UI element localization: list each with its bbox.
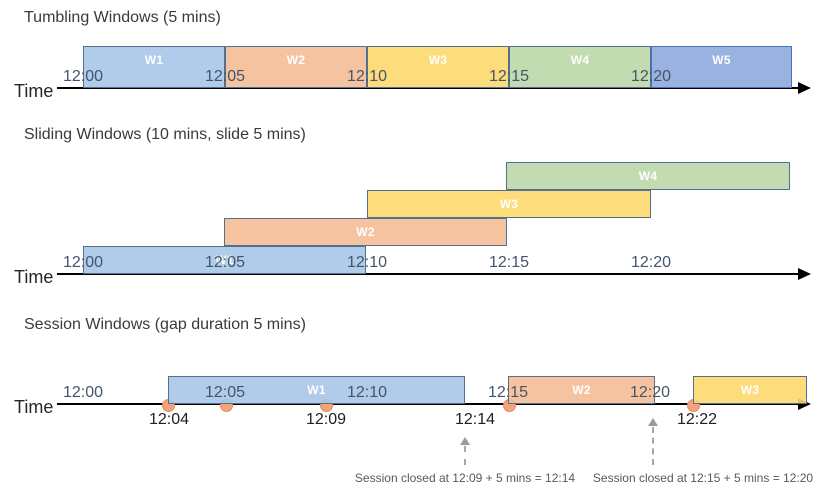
window-label: W3 bbox=[740, 383, 760, 397]
window-w4: W4 bbox=[506, 162, 790, 190]
section-title: Sliding Windows (10 mins, slide 5 mins) bbox=[24, 126, 306, 143]
tick-12-05: 12:05 bbox=[204, 384, 246, 401]
window-w3: W3 bbox=[693, 376, 807, 404]
window-label: W1 bbox=[307, 383, 326, 397]
window-label: W4 bbox=[570, 53, 590, 67]
tick-12-20: 12:20 bbox=[630, 68, 672, 85]
dashed-arrow-line bbox=[652, 427, 654, 465]
axis-arrowhead-icon bbox=[798, 82, 811, 94]
window-label: W2 bbox=[572, 383, 591, 397]
window-w2: W2 bbox=[224, 218, 507, 246]
event-dot bbox=[319, 398, 333, 412]
tick-12-15: 12:15 bbox=[488, 254, 530, 271]
tick-12-10: 12:10 bbox=[346, 384, 388, 401]
session-annotation: Session closed at 12:09 + 5 mins = 12:14 bbox=[354, 471, 576, 485]
tick-12-15: 12:15 bbox=[488, 68, 530, 85]
session-annotation: Session closed at 12:15 + 5 mins = 12:20 bbox=[592, 471, 814, 485]
window-w2: W2 bbox=[225, 46, 367, 88]
window-w1: W1 bbox=[83, 46, 225, 88]
window-w5: W5 bbox=[651, 46, 792, 88]
event-time-label: 12:14 bbox=[454, 411, 496, 428]
axis-line bbox=[57, 273, 800, 275]
window-w1: W1 bbox=[168, 376, 465, 404]
dashed-arrow-head-icon bbox=[460, 437, 470, 445]
tick-12-15: 12:15 bbox=[487, 384, 529, 401]
window-w3: W3 bbox=[367, 190, 651, 218]
dashed-arrow-line bbox=[464, 446, 466, 465]
tick-12-00: 12:00 bbox=[62, 384, 104, 401]
event-time-label: 12:09 bbox=[305, 411, 347, 428]
time-axis-label: Time bbox=[14, 267, 54, 287]
time-axis-label: Time bbox=[14, 81, 54, 101]
axis-arrowhead-icon bbox=[798, 398, 811, 410]
window-label: W1 bbox=[144, 53, 164, 67]
window-label: W3 bbox=[428, 53, 448, 67]
window-w4: W4 bbox=[509, 46, 651, 88]
axis-line bbox=[57, 87, 800, 89]
window-label: W3 bbox=[499, 197, 519, 211]
tick-12-05: 12:05 bbox=[204, 254, 246, 271]
tick-12-05: 12:05 bbox=[204, 68, 246, 85]
event-dot bbox=[502, 398, 516, 412]
axis-arrowhead-icon bbox=[798, 268, 811, 280]
tick-12-20: 12:20 bbox=[630, 254, 672, 271]
section-title: Session Windows (gap duration 5 mins) bbox=[24, 316, 306, 333]
tick-12-00: 12:00 bbox=[62, 254, 104, 271]
window-label: W4 bbox=[638, 169, 658, 183]
tick-12-10: 12:10 bbox=[346, 254, 388, 271]
window-w3: W3 bbox=[367, 46, 509, 88]
tick-12-20: 12:20 bbox=[629, 384, 671, 401]
window-label: W2 bbox=[286, 53, 306, 67]
section-title: Tumbling Windows (5 mins) bbox=[24, 9, 221, 26]
tick-12-00: 12:00 bbox=[62, 68, 104, 85]
axis-line bbox=[57, 403, 800, 405]
event-time-label: 12:22 bbox=[676, 411, 718, 428]
event-time-label: 12:04 bbox=[148, 411, 190, 428]
window-label: W5 bbox=[712, 53, 731, 67]
window-w1: W1 bbox=[83, 246, 366, 274]
event-dot bbox=[219, 398, 233, 412]
window-label: W1 bbox=[215, 253, 234, 267]
window-w2: W2 bbox=[508, 376, 655, 404]
time-axis-label: Time bbox=[14, 397, 54, 417]
window-label: W2 bbox=[356, 225, 375, 239]
dashed-arrow-head-icon bbox=[648, 418, 658, 426]
tick-12-10: 12:10 bbox=[346, 68, 388, 85]
event-dot bbox=[161, 398, 175, 412]
event-dot bbox=[686, 398, 700, 412]
